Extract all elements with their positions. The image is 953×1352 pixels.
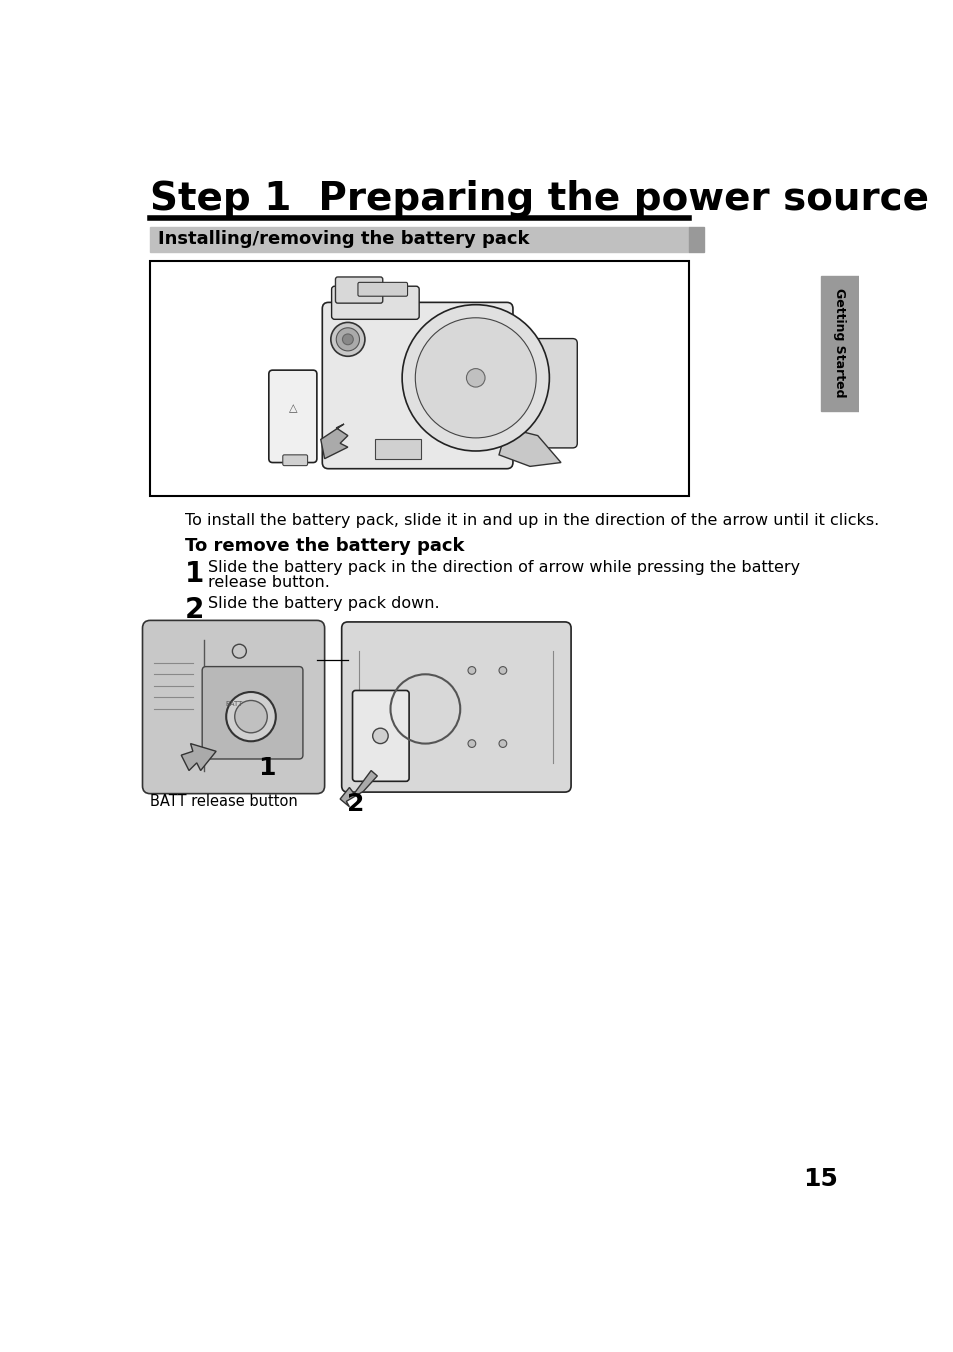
Circle shape [234,700,267,733]
Polygon shape [340,771,377,807]
Text: △: △ [289,404,296,414]
Text: Getting Started: Getting Started [832,288,845,397]
Bar [150,227,688,251]
Text: 2: 2 [347,792,364,815]
Text: Installing/removing the battery pack: Installing/removing the battery pack [158,230,529,249]
Circle shape [415,318,536,438]
Text: To remove the battery pack: To remove the battery pack [185,537,464,556]
Text: Slide the battery pack down.: Slide the battery pack down. [208,596,439,611]
FancyBboxPatch shape [335,277,382,303]
Circle shape [226,692,275,741]
Circle shape [402,304,549,452]
Circle shape [466,369,484,387]
FancyBboxPatch shape [525,338,577,448]
Circle shape [468,740,476,748]
Text: Slide the battery pack in the direction of arrow while pressing the battery: Slide the battery pack in the direction … [208,560,800,576]
Text: 1: 1 [257,756,275,780]
Text: 2: 2 [185,596,204,623]
Circle shape [498,667,506,675]
Polygon shape [320,425,348,458]
FancyBboxPatch shape [341,622,571,792]
FancyBboxPatch shape [332,287,418,319]
Text: BATT: BATT [225,700,242,707]
Bar [820,276,858,411]
Text: 1: 1 [185,560,204,588]
Text: Step 1  Preparing the power source: Step 1 Preparing the power source [150,180,928,218]
Text: To install the battery pack, slide it in and up in the direction of the arrow un: To install the battery pack, slide it in… [185,512,879,527]
Polygon shape [498,427,560,466]
FancyBboxPatch shape [202,667,303,758]
Text: BATT release button: BATT release button [150,794,297,808]
Bar [150,261,688,496]
FancyBboxPatch shape [282,454,307,465]
Circle shape [335,327,359,352]
FancyBboxPatch shape [357,283,407,296]
Circle shape [331,322,365,357]
Text: release button.: release button. [208,575,330,589]
Circle shape [342,334,353,345]
FancyBboxPatch shape [353,691,409,781]
Circle shape [498,740,506,748]
Bar [375,439,421,458]
Polygon shape [181,744,216,771]
FancyBboxPatch shape [269,370,316,462]
Text: 15: 15 [802,1167,837,1191]
FancyBboxPatch shape [322,303,513,469]
FancyBboxPatch shape [142,621,324,794]
Circle shape [373,729,388,744]
Bar [688,227,703,251]
Circle shape [468,667,476,675]
